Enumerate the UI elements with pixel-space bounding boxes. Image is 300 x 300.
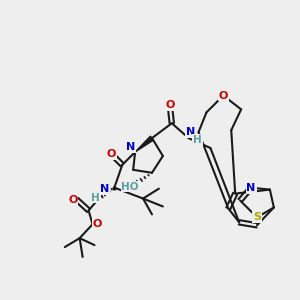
- Text: H: H: [193, 135, 202, 145]
- Text: N: N: [246, 183, 256, 193]
- Text: S: S: [253, 212, 261, 222]
- Text: O: O: [165, 100, 175, 110]
- Text: H: H: [91, 193, 100, 202]
- Text: N: N: [186, 127, 195, 137]
- Text: HO: HO: [122, 182, 139, 192]
- Text: O: O: [93, 219, 102, 229]
- Text: O: O: [68, 194, 77, 205]
- Text: O: O: [219, 91, 228, 100]
- Text: O: O: [107, 149, 116, 159]
- Text: N: N: [100, 184, 109, 194]
- Text: N: N: [126, 142, 135, 152]
- Polygon shape: [135, 136, 154, 152]
